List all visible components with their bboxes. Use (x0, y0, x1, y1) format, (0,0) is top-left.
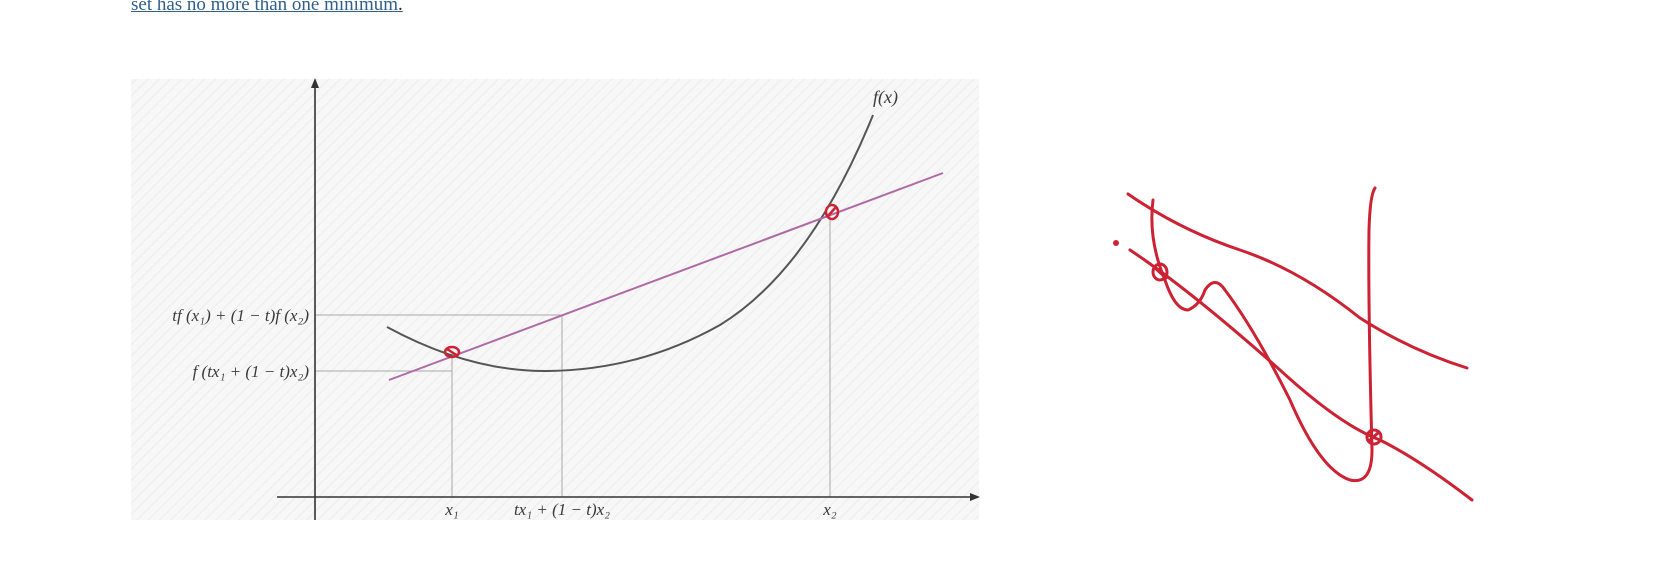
guide-lines (315, 212, 831, 497)
x-label-2: x₂ (822, 500, 837, 519)
sketch-loop-curve (1150, 186, 1377, 483)
figure-panel (131, 79, 979, 520)
sketch-marker-right (1365, 428, 1383, 446)
x-label-1: x₁ (444, 500, 458, 519)
x-axis-arrow (970, 493, 980, 501)
intersection-marker-right (824, 203, 840, 221)
sketch-line-upper (1126, 192, 1469, 370)
intersection-marker-left (443, 345, 461, 359)
freehand-sketch (1113, 186, 1474, 502)
sentence-period: . (398, 0, 403, 15)
x-label-mid: tx₁ + (1 − t)x₂ (514, 500, 610, 519)
marker-fill-strokes (446, 206, 837, 358)
y-axis-arrow (311, 78, 319, 88)
minimum-link[interactable]: set has no more than one minimum (131, 0, 399, 15)
convex-curve (386, 114, 874, 373)
figure-annotations (443, 203, 840, 359)
axes (277, 78, 980, 520)
sketch-dot (1113, 240, 1119, 246)
y-label-lower: f (tx₁ + (1 − t)x₂) (193, 362, 310, 381)
curve-label: f(x) (873, 87, 898, 108)
y-label-upper: tf (x₁) + (1 − t)f (x₂) (172, 306, 309, 325)
intro-sentence: set has no more than one minimum. (131, 0, 403, 16)
sketch-marker-strokes (1152, 265, 1381, 443)
sketch-marker-left (1151, 262, 1169, 282)
secant-line (388, 172, 944, 381)
sketch-line-lower (1128, 248, 1474, 502)
